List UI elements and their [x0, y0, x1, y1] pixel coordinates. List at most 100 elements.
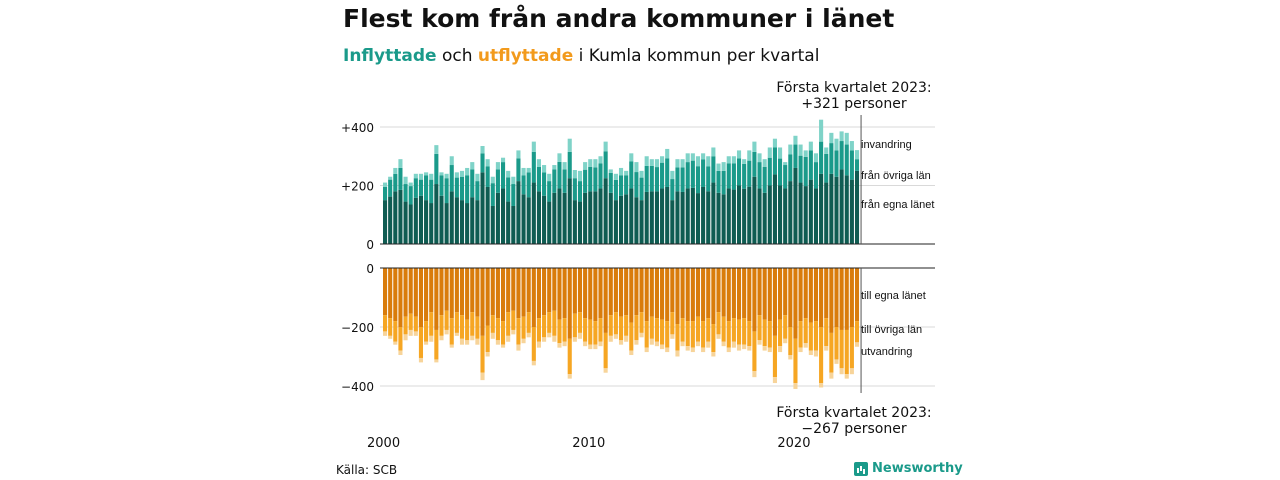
bar-utflyttade — [475, 338, 480, 345]
bar-utflyttade — [747, 346, 752, 351]
bar-inflyttade — [680, 191, 685, 244]
bar-inflyttade — [388, 179, 393, 197]
bar-inflyttade — [598, 188, 603, 244]
bar-utflyttade — [557, 343, 562, 348]
bar-utflyttade — [459, 268, 465, 316]
bar-utflyttade — [660, 344, 665, 350]
bar-utflyttade — [429, 312, 434, 336]
bar-inflyttade — [762, 166, 767, 193]
bar-inflyttade — [577, 201, 583, 244]
bar-utflyttade — [772, 268, 777, 336]
bar-inflyttade — [670, 179, 675, 201]
bar-utflyttade — [839, 368, 844, 375]
bar-utflyttade — [849, 368, 854, 375]
bar-utflyttade — [829, 268, 834, 333]
annotation-top-line2: +321 personer — [801, 96, 907, 112]
bar-utflyttade — [526, 332, 531, 338]
bar-utflyttade — [439, 335, 444, 341]
bar-inflyttade — [624, 170, 629, 176]
bar-inflyttade — [588, 191, 593, 244]
bar-inflyttade — [757, 188, 762, 244]
bar-inflyttade — [470, 162, 475, 170]
bar-inflyttade — [552, 165, 557, 170]
bar-utflyttade — [588, 344, 593, 350]
bar-utflyttade — [813, 321, 819, 351]
bar-inflyttade — [716, 192, 721, 244]
bar-inflyttade — [613, 200, 618, 245]
bar-utflyttade — [670, 268, 675, 313]
bar-inflyttade — [383, 182, 388, 187]
bar-utflyttade — [521, 338, 526, 344]
bar-utflyttade — [680, 318, 685, 342]
bar-utflyttade — [813, 268, 819, 322]
newsworthy-logo: Newsworthy — [854, 461, 963, 476]
bar-inflyttade — [695, 193, 701, 244]
bar-inflyttade — [629, 161, 634, 189]
bar-utflyttade — [706, 318, 711, 342]
bar-inflyttade — [526, 197, 531, 244]
bar-utflyttade — [849, 268, 854, 327]
bar-utflyttade — [834, 268, 839, 327]
bar-utflyttade — [418, 327, 424, 358]
bar-inflyttade — [731, 189, 736, 244]
bar-inflyttade — [511, 205, 516, 244]
bar-inflyttade — [521, 167, 526, 176]
bar-utflyttade — [459, 338, 465, 345]
bar-inflyttade — [854, 159, 860, 171]
y-tick-label-bottom: 0 — [366, 262, 374, 276]
bar-inflyttade — [803, 156, 808, 187]
bar-inflyttade — [398, 189, 403, 244]
bar-utflyttade — [613, 312, 618, 335]
bar-inflyttade — [583, 169, 588, 193]
bar-inflyttade — [536, 166, 541, 192]
bar-inflyttade — [793, 135, 798, 145]
bar-inflyttade — [762, 159, 767, 167]
bar-utflyttade — [459, 315, 465, 339]
bar-inflyttade — [675, 167, 680, 192]
bar-utflyttade — [654, 318, 659, 342]
bar-utflyttade — [388, 318, 393, 336]
bar-utflyttade — [552, 335, 557, 342]
bar-utflyttade — [762, 346, 767, 351]
bar-utflyttade — [803, 343, 808, 348]
bar-inflyttade — [808, 179, 813, 244]
bar-inflyttade — [434, 184, 439, 244]
bar-utflyttade — [670, 312, 675, 335]
bar-utflyttade — [793, 338, 798, 384]
bar-inflyttade — [490, 205, 495, 244]
bar-inflyttade — [783, 165, 788, 189]
bar-inflyttade — [747, 150, 752, 161]
bar-utflyttade — [716, 334, 721, 339]
bar-inflyttade — [531, 182, 536, 244]
bar-inflyttade — [844, 144, 849, 176]
bar-utflyttade — [736, 344, 742, 351]
bar-inflyttade — [429, 179, 434, 204]
bar-inflyttade — [721, 194, 726, 244]
bar-utflyttade — [742, 318, 747, 345]
bar-inflyttade — [480, 172, 485, 244]
bar-inflyttade — [834, 138, 839, 151]
bar-inflyttade — [485, 166, 490, 187]
bar-inflyttade — [475, 200, 480, 245]
bar-utflyttade — [408, 268, 413, 314]
bar-inflyttade — [393, 191, 398, 244]
bar-inflyttade — [593, 167, 598, 192]
bar-utflyttade — [603, 268, 608, 333]
bar-inflyttade — [495, 169, 500, 193]
bar-inflyttade — [644, 165, 649, 192]
bar-inflyttade — [557, 161, 562, 189]
bar-inflyttade — [506, 177, 511, 202]
bar-inflyttade — [716, 163, 721, 171]
bar-inflyttade — [434, 145, 439, 154]
bar-inflyttade — [542, 195, 547, 244]
bar-utflyttade — [721, 268, 726, 317]
bar-inflyttade — [829, 143, 834, 174]
bar-utflyttade — [557, 268, 562, 320]
bar-inflyttade — [424, 175, 429, 201]
bar-utflyttade — [495, 318, 500, 341]
bar-inflyttade — [736, 150, 742, 159]
bar-inflyttade — [639, 200, 644, 245]
bar-utflyttade — [819, 383, 824, 388]
bar-utflyttade — [583, 341, 588, 347]
